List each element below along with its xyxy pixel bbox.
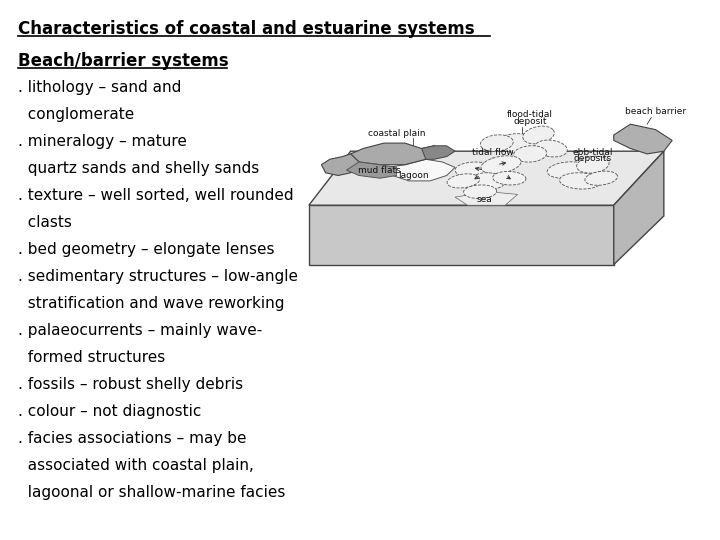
Text: . texture – well sorted, well rounded: . texture – well sorted, well rounded (18, 188, 294, 203)
Text: tidal flow: tidal flow (472, 147, 513, 157)
Text: . sedimentary structures – low-angle: . sedimentary structures – low-angle (18, 269, 298, 284)
Text: clasts: clasts (18, 215, 72, 230)
Polygon shape (480, 135, 513, 151)
Text: deposit: deposit (513, 117, 547, 125)
Text: Characteristics of coastal and estuarine systems: Characteristics of coastal and estuarine… (18, 20, 474, 38)
Polygon shape (346, 162, 397, 178)
Polygon shape (464, 185, 497, 199)
Polygon shape (523, 126, 554, 144)
Polygon shape (481, 156, 521, 173)
Polygon shape (559, 173, 601, 189)
Text: sea: sea (477, 195, 492, 204)
Polygon shape (613, 151, 664, 265)
Text: . colour – not diagnostic: . colour – not diagnostic (18, 404, 202, 419)
Polygon shape (585, 171, 618, 185)
Polygon shape (351, 143, 443, 165)
Text: conglomerate: conglomerate (18, 107, 134, 122)
Text: ebb-tidal: ebb-tidal (572, 147, 613, 157)
Text: deposits: deposits (574, 154, 612, 163)
Text: formed structures: formed structures (18, 350, 166, 365)
Polygon shape (613, 124, 672, 154)
Polygon shape (547, 162, 588, 178)
Polygon shape (472, 173, 505, 189)
Text: . mineralogy – mature: . mineralogy – mature (18, 134, 187, 149)
Text: flood-tidal: flood-tidal (507, 110, 553, 119)
Text: . palaeocurrents – mainly wave-: . palaeocurrents – mainly wave- (18, 323, 262, 338)
Polygon shape (309, 205, 613, 265)
Polygon shape (447, 174, 480, 188)
Text: stratification and wave reworking: stratification and wave reworking (18, 296, 284, 311)
Text: lagoonal or shallow-marine facies: lagoonal or shallow-marine facies (18, 485, 285, 500)
Polygon shape (309, 151, 664, 205)
Polygon shape (513, 146, 546, 162)
Text: associated with coastal plain,: associated with coastal plain, (18, 458, 254, 473)
Text: . lithology – sand and: . lithology – sand and (18, 80, 181, 95)
Text: . fossils – robust shelly debris: . fossils – robust shelly debris (18, 377, 243, 392)
Polygon shape (455, 192, 518, 205)
Polygon shape (321, 154, 359, 176)
Polygon shape (455, 162, 497, 178)
Text: beach barrier: beach barrier (625, 107, 686, 116)
Text: Beach/barrier systems: Beach/barrier systems (18, 52, 229, 70)
Text: quartz sands and shelly sands: quartz sands and shelly sands (18, 161, 259, 176)
Text: lagoon: lagoon (398, 171, 428, 180)
Text: . bed geometry – elongate lenses: . bed geometry – elongate lenses (18, 242, 274, 257)
Polygon shape (497, 134, 539, 152)
Polygon shape (577, 156, 609, 173)
Text: mud flats: mud flats (359, 166, 401, 174)
Text: . facies associations – may be: . facies associations – may be (18, 431, 246, 446)
Text: coastal plain: coastal plain (368, 129, 426, 138)
Polygon shape (492, 171, 526, 185)
Polygon shape (388, 159, 455, 181)
Polygon shape (535, 140, 567, 157)
Polygon shape (422, 146, 455, 159)
